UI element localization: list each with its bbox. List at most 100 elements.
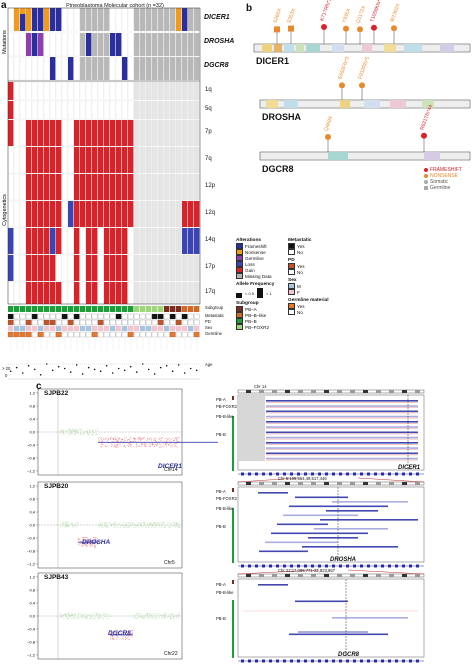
cyto-gain	[194, 201, 200, 227]
age-dot	[21, 372, 24, 374]
oncoprint-cell	[193, 7, 200, 32]
cn-point	[101, 444, 102, 445]
legend-sex-title: Sex	[288, 278, 297, 283]
cn-point	[86, 546, 87, 547]
metastatic-cell	[169, 313, 176, 320]
cn-point	[161, 527, 162, 528]
cn-point	[99, 523, 101, 524]
gene-exon	[297, 564, 300, 568]
legend-label: Gain	[245, 267, 255, 273]
cn-point	[141, 524, 142, 526]
cn-point	[155, 440, 156, 442]
germline-cell	[175, 331, 182, 338]
ideogram-band	[402, 482, 407, 485]
cn-point	[135, 524, 137, 526]
subgroup-cell	[68, 306, 74, 312]
legend-item-met-yes: Yes	[288, 243, 338, 249]
segment-pink	[266, 423, 418, 424]
pd-cell	[193, 319, 200, 326]
gene-exon	[402, 659, 405, 663]
cn-point	[73, 430, 74, 432]
cn-point	[73, 524, 75, 526]
cn-point	[73, 613, 75, 615]
gene-exon	[374, 472, 377, 476]
cn-point	[154, 526, 156, 528]
cn-point	[122, 638, 124, 640]
cn-point	[164, 612, 165, 614]
cyto-missing	[194, 120, 200, 146]
cn-point	[98, 612, 100, 614]
cn-point	[62, 433, 63, 435]
cn-point	[171, 439, 173, 440]
dicer1-alteration	[14, 8, 20, 31]
cn-point	[131, 524, 132, 526]
ideogram-band	[337, 574, 342, 577]
cn-point	[65, 525, 66, 527]
track-header: Chr 5:109,964,49,517,446	[278, 476, 327, 481]
cn-point	[64, 522, 66, 524]
cyto-missing	[146, 201, 152, 227]
cyto-gain	[116, 228, 122, 254]
gene-exon	[409, 472, 412, 476]
cn-point	[94, 617, 96, 619]
cn-point	[166, 615, 167, 617]
cn-point	[119, 439, 121, 441]
cn-point	[111, 443, 112, 445]
cn-point	[164, 615, 166, 617]
cyto-cell	[19, 100, 26, 120]
ideogram-band	[402, 574, 407, 577]
cn-point	[125, 639, 126, 640]
cn-point	[140, 439, 142, 441]
oncoprint-cell	[163, 56, 170, 81]
protein-domain	[340, 100, 350, 108]
cn-point	[62, 523, 64, 525]
cn-point	[150, 437, 152, 439]
cn-point	[140, 437, 142, 439]
oncoprint-cell	[79, 56, 86, 81]
cn-point	[90, 616, 92, 617]
gene-exon	[353, 472, 356, 476]
gene-exon	[269, 472, 272, 476]
cn-point	[156, 522, 158, 524]
cn-point	[166, 616, 168, 618]
cn-point	[171, 612, 173, 614]
cn-point	[65, 525, 67, 527]
metastatic-cell	[85, 313, 92, 320]
cn-point	[178, 441, 180, 442]
legend-item-sex-f: F	[288, 289, 338, 295]
cn-point	[155, 618, 157, 620]
cyto-missing	[134, 201, 140, 227]
cyto-gain	[92, 201, 98, 227]
y-tick-label: 0.4	[29, 510, 35, 515]
cyto-gain	[92, 228, 98, 254]
gene-exon	[262, 564, 265, 568]
subgroup-cell	[158, 306, 164, 312]
cn-point	[90, 617, 91, 618]
cyto-missing	[194, 255, 200, 281]
pd-cell	[127, 319, 134, 326]
cn-point	[110, 636, 112, 637]
cyto-cell	[127, 281, 134, 305]
swatch	[236, 273, 243, 279]
cn-point	[146, 615, 148, 617]
cn-point	[100, 616, 102, 618]
cyto-missing	[134, 101, 140, 119]
cn-point	[151, 440, 152, 442]
cn-point	[83, 539, 84, 540]
y-tick-label: 0.0	[29, 614, 35, 619]
cn-point	[168, 617, 170, 619]
cyto-missing	[152, 201, 158, 227]
cn-point	[83, 614, 85, 616]
cn-point	[80, 614, 81, 616]
cn-point	[83, 433, 85, 434]
cn-point	[79, 617, 81, 619]
cn-point	[78, 544, 80, 546]
cn-point	[75, 428, 77, 430]
gene-exon	[409, 564, 412, 568]
cn-point	[156, 444, 158, 446]
cn-point	[101, 524, 102, 525]
cn-point	[88, 431, 90, 433]
cn-point	[170, 445, 172, 447]
gene-exon	[346, 659, 349, 663]
cn-point	[146, 446, 147, 447]
